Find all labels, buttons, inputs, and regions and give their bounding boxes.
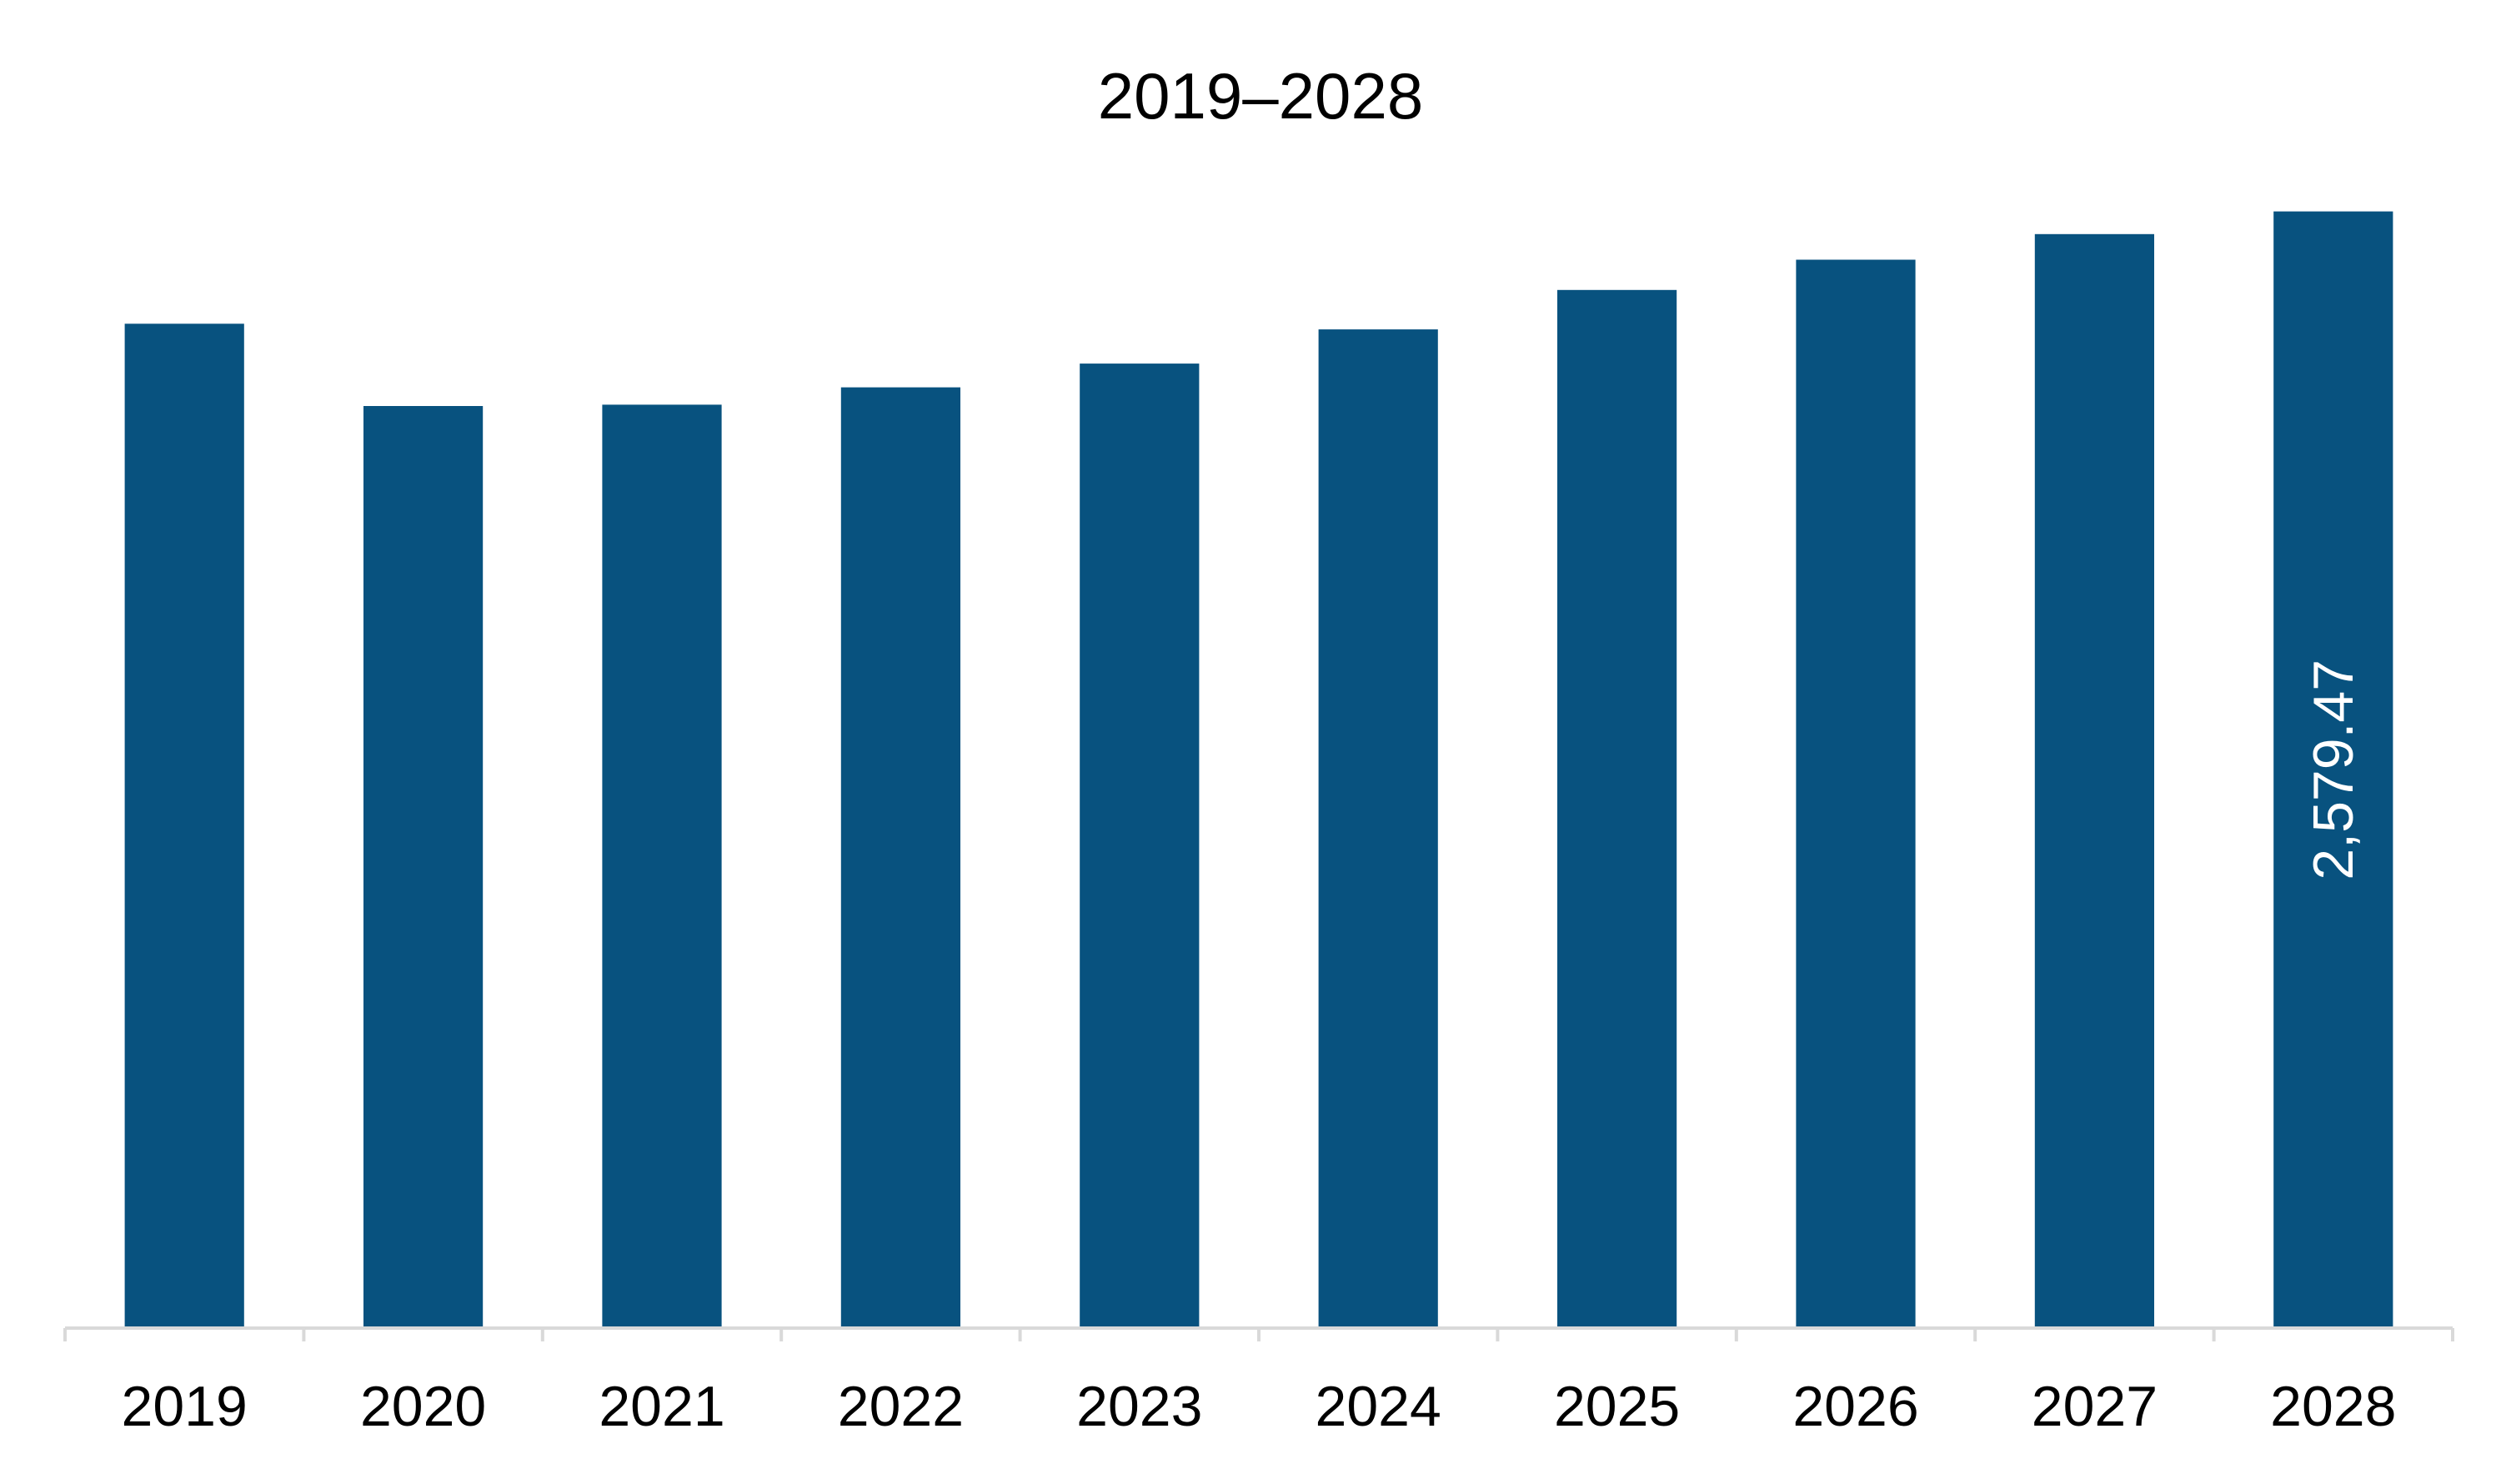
bar-2028 [2273,211,2393,1329]
bar-2022 [840,387,960,1329]
x-tick-label-2019: 2019 [122,1375,248,1438]
bar-2019 [124,323,244,1328]
bar-2027 [2034,233,2154,1328]
x-tick-label-2026: 2026 [1792,1375,1918,1438]
x-tick-label-2025: 2025 [1554,1375,1680,1438]
x-tick-label-2027: 2027 [2032,1375,2158,1438]
chart-title: 2019–2028 [1098,59,1423,133]
x-tick-label-2024: 2024 [1316,1375,1441,1438]
bar-2026 [1796,259,1916,1328]
x-tick-label-2020: 2020 [360,1375,486,1438]
bars-layer [124,211,2393,1329]
bar-2021 [602,404,722,1328]
bar-2024 [1318,329,1438,1329]
bar-2020 [363,406,484,1328]
data-label-2028: 2,579.47 [2302,659,2365,880]
data-labels-layer: 2,579.47 [2302,659,2365,880]
x-tick-label-2021: 2021 [599,1375,724,1438]
x-tick-label-2023: 2023 [1076,1375,1202,1438]
x-tick-label-2028: 2028 [2270,1375,2396,1438]
x-tick-label-2022: 2022 [838,1375,964,1438]
x-axis: 2019 2020 2021 2022 2023 2024 2025 2026 2027 2028 [63,1326,2454,1438]
bar-2025 [1557,289,1677,1328]
bar-2023 [1080,363,1200,1329]
